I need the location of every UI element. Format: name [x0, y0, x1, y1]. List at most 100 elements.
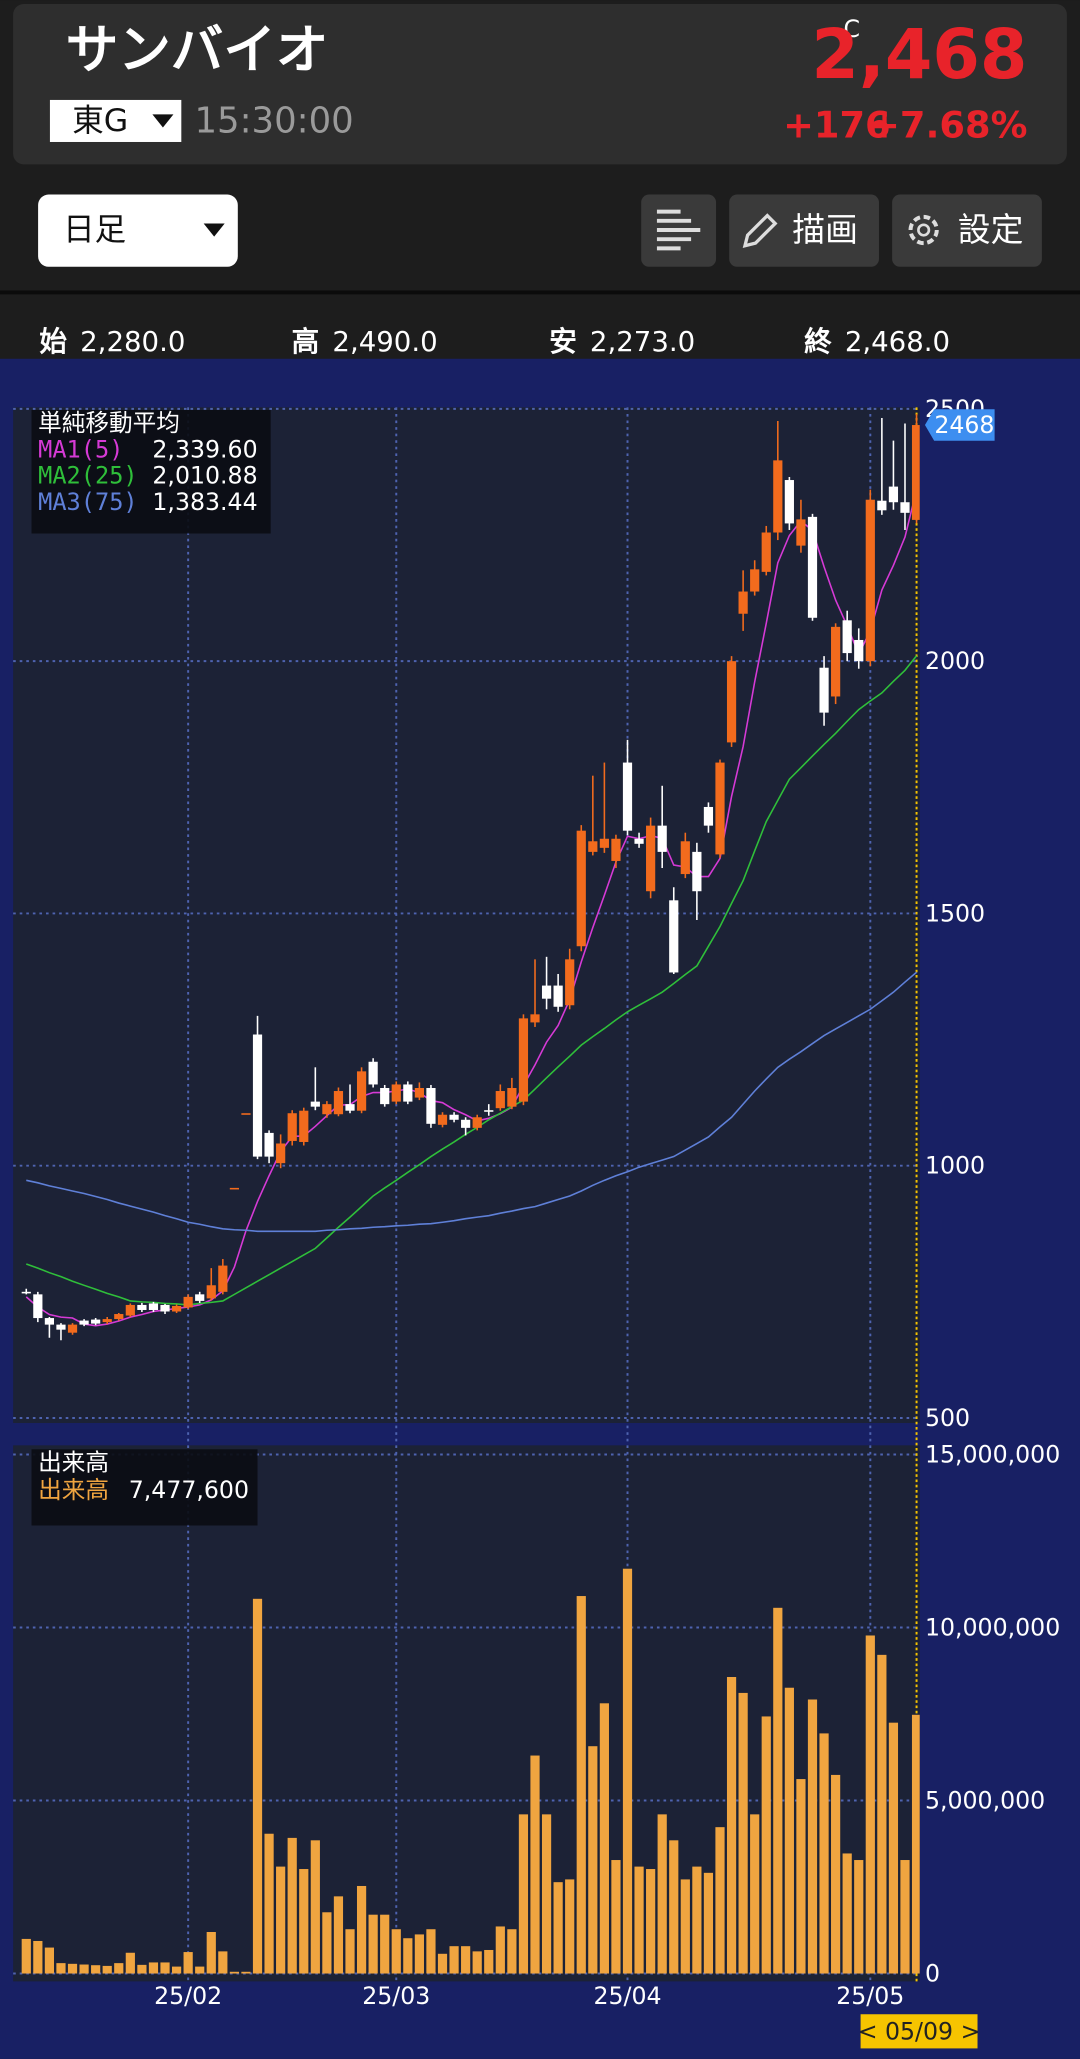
volume-bar	[252, 1598, 263, 1974]
candle-body	[472, 1117, 482, 1128]
candle-body	[125, 1304, 135, 1316]
market: 東G	[72, 103, 128, 139]
volume-bar	[368, 1914, 378, 1974]
volume-bar	[541, 1814, 552, 1974]
volume-bar	[530, 1755, 540, 1974]
ma-legend	[31, 410, 271, 534]
candle-body	[680, 841, 690, 875]
volume-bar	[21, 1938, 31, 1974]
candle-body	[900, 502, 910, 513]
volume-bar	[310, 1840, 320, 1974]
legend-value: 1,383.44	[152, 488, 257, 516]
ohlc-value: 2,490.0	[332, 325, 437, 358]
legend-value: 2,010.88	[152, 462, 257, 490]
volume-bar	[125, 1952, 135, 1974]
volume-bar	[518, 1814, 529, 1974]
y-tick-label: 0	[925, 1960, 940, 1988]
price-flag: C	[844, 15, 861, 43]
volume-bar	[669, 1840, 679, 1974]
volume-title: 出来高	[38, 1448, 109, 1476]
volume-bar	[842, 1853, 852, 1974]
candle-body	[530, 1014, 540, 1023]
candle-body	[276, 1143, 286, 1164]
dropdown-arrow	[152, 114, 174, 128]
volume-marks	[21, 1568, 920, 1974]
pencil-icon	[742, 213, 778, 249]
candle-body	[437, 1114, 448, 1125]
ohlc-label: 安	[549, 325, 577, 358]
stock-name: サンバイオ	[66, 20, 329, 81]
legend-name: MA2(25)	[38, 462, 138, 490]
candle-body	[79, 1320, 89, 1325]
volume-bar	[761, 1716, 771, 1974]
candle-body	[264, 1132, 274, 1157]
volume-bar	[449, 1946, 459, 1974]
ohlc-label: 終	[804, 325, 832, 358]
candle-body	[67, 1324, 78, 1333]
candle-body	[831, 626, 841, 697]
candle-body	[380, 1087, 390, 1105]
candle-body	[553, 985, 563, 1007]
volume-series-name: 出来高	[38, 1476, 109, 1504]
candle-body	[692, 851, 702, 892]
volume-bar	[102, 1965, 112, 1974]
volume-bar	[218, 1951, 228, 1974]
legend-name: MA1(5)	[38, 435, 123, 463]
volume-plot	[13, 1445, 920, 1982]
x-tick-label: 25/02	[154, 1982, 222, 2010]
candle-body	[854, 639, 864, 662]
ma-line	[26, 971, 918, 1233]
candle-body	[634, 838, 644, 844]
y-tick-label: 10,000,000	[925, 1614, 1060, 1642]
volume-bar	[726, 1677, 737, 1974]
volume-bar	[287, 1837, 297, 1974]
candle-body	[44, 1318, 54, 1325]
cursor-date-box[interactable]	[860, 2014, 978, 2049]
candle-body	[726, 661, 737, 743]
candle-body	[299, 1110, 309, 1142]
candle-body	[518, 1018, 529, 1102]
candle-body	[646, 825, 656, 892]
volume-bar	[403, 1938, 413, 1974]
list-icon	[656, 209, 701, 251]
candle-body	[229, 1187, 239, 1190]
ohlc-value: 2,468.0	[845, 325, 950, 358]
candle-body	[761, 532, 771, 572]
x-tick-label: 25/05	[836, 1982, 904, 2010]
candle-body	[333, 1091, 344, 1115]
settings-button[interactable]	[892, 194, 1042, 267]
volume-bar	[911, 1714, 920, 1974]
ma-line	[26, 655, 918, 1306]
gear-icon	[908, 214, 939, 246]
candle-body	[807, 516, 818, 618]
candle-body	[495, 1091, 505, 1109]
volume-bar	[900, 1860, 910, 1974]
candle-body	[541, 985, 552, 999]
period-select[interactable]	[38, 194, 238, 267]
volume-bar	[148, 1962, 159, 1974]
y-tick-label: 5,000,000	[925, 1787, 1045, 1815]
volume-bar	[241, 1971, 251, 1974]
volume-legend-value: 7,477,600	[129, 1476, 249, 1504]
volume-bar	[137, 1964, 147, 1974]
volume-bar	[773, 1607, 783, 1974]
draw-label: 描画	[792, 211, 858, 249]
candle-body	[91, 1319, 101, 1324]
volume-legend	[31, 1449, 258, 1526]
change-pct: +7.68%	[869, 103, 1027, 146]
price-marks	[21, 413, 920, 1341]
candle-body	[507, 1087, 517, 1107]
volume-bar	[276, 1866, 286, 1974]
volume-bar	[576, 1596, 586, 1974]
legend-title: 単純移動平均	[38, 409, 180, 437]
volume-bar	[819, 1733, 829, 1974]
candle-body	[102, 1319, 112, 1323]
ohlc-value: 2,280.0	[80, 325, 185, 358]
volume-bar	[680, 1879, 690, 1974]
volume-bar	[588, 1746, 598, 1974]
ohlc-row: 始 2,280.0 高 2,490.0 安 2,273.0 終 2,468.0	[39, 325, 950, 358]
legend-name: MA3(75)	[38, 488, 138, 516]
volume-bar	[611, 1860, 621, 1974]
draw-button[interactable]	[729, 194, 879, 267]
